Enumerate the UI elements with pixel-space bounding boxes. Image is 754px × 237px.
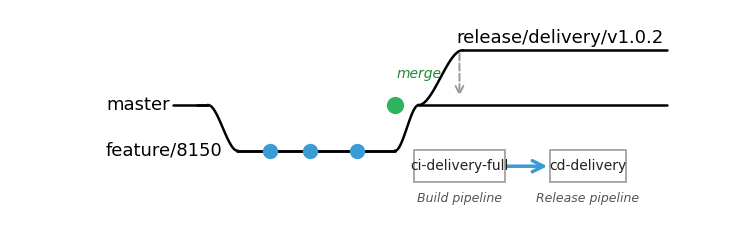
- FancyBboxPatch shape: [550, 150, 626, 182]
- FancyBboxPatch shape: [414, 150, 504, 182]
- Point: [389, 103, 401, 107]
- Text: release/delivery/v1.0.2: release/delivery/v1.0.2: [457, 29, 664, 46]
- Text: Build pipeline: Build pipeline: [417, 192, 502, 205]
- Text: master: master: [106, 96, 170, 114]
- Text: ci-delivery-full: ci-delivery-full: [410, 159, 509, 173]
- Text: cd-delivery: cd-delivery: [550, 159, 627, 173]
- Text: merge: merge: [396, 67, 441, 81]
- Text: Release pipeline: Release pipeline: [536, 192, 639, 205]
- Point: [305, 149, 317, 153]
- Text: feature/8150: feature/8150: [106, 142, 222, 160]
- Point: [351, 149, 363, 153]
- Point: [264, 149, 276, 153]
